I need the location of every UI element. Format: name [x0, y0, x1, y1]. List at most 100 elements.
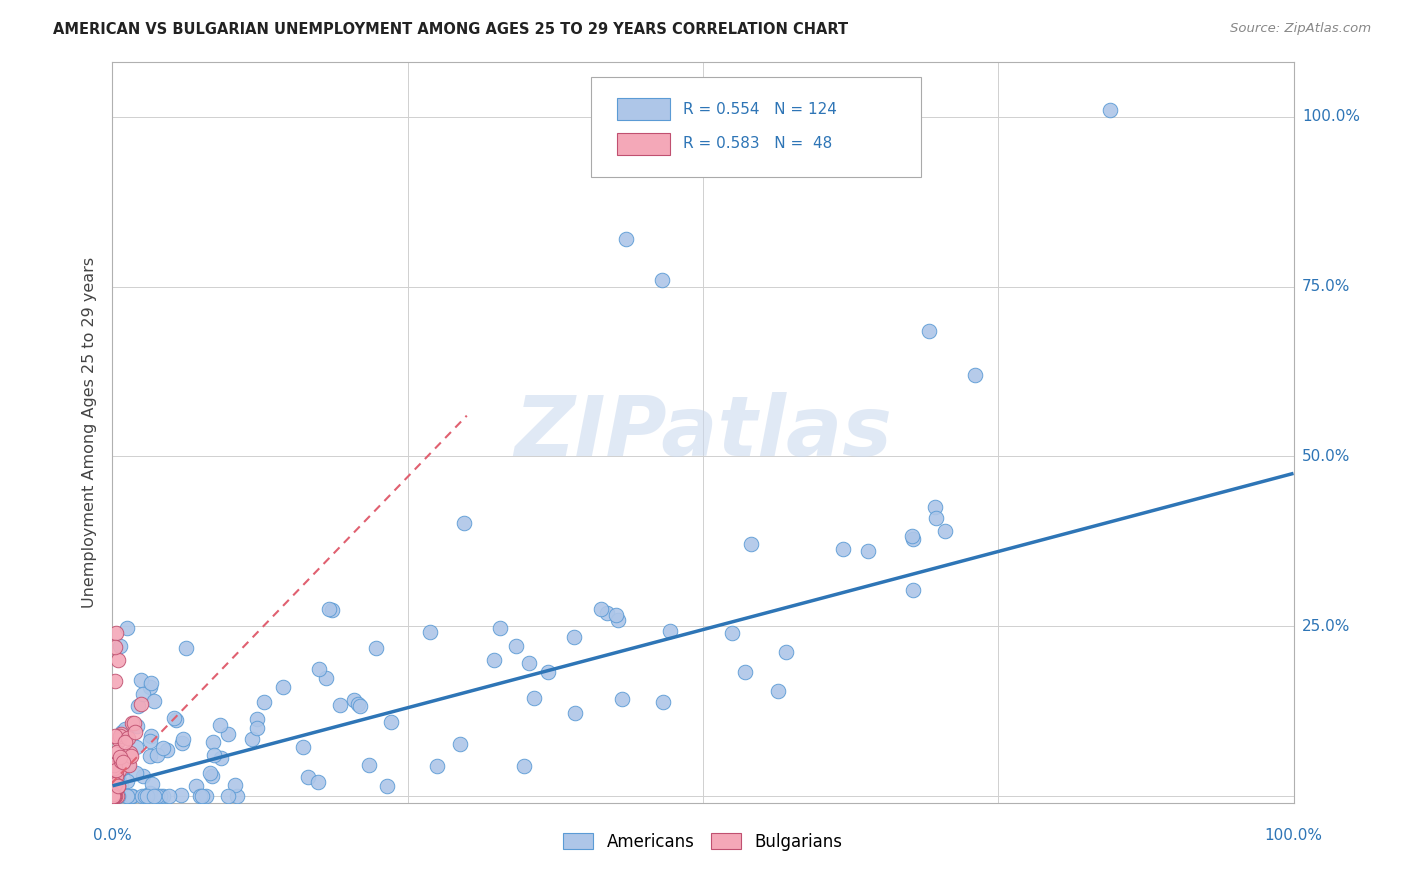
Point	[108, 788, 131, 802]
Point	[101, 781, 124, 796]
Point	[318, 602, 340, 616]
Point	[101, 786, 124, 800]
Point	[104, 789, 127, 803]
Point	[103, 789, 125, 803]
Point	[157, 789, 180, 803]
FancyBboxPatch shape	[591, 78, 921, 178]
Point	[419, 625, 441, 640]
Point	[188, 789, 211, 803]
Point	[209, 718, 232, 732]
Point	[184, 779, 207, 793]
Point	[111, 755, 134, 769]
Point	[918, 324, 941, 338]
Point	[117, 789, 139, 803]
Point	[104, 673, 127, 688]
Point	[149, 789, 172, 803]
Point	[105, 766, 128, 780]
Text: Source: ZipAtlas.com: Source: ZipAtlas.com	[1230, 22, 1371, 36]
Point	[605, 607, 627, 622]
Point	[329, 698, 352, 713]
Point	[108, 729, 131, 743]
Point	[108, 733, 131, 747]
Point	[107, 756, 129, 770]
Point	[101, 778, 124, 792]
Point	[104, 789, 127, 803]
Point	[104, 729, 127, 743]
Point	[165, 713, 187, 727]
Text: 25.0%: 25.0%	[1302, 619, 1350, 633]
Point	[523, 691, 546, 706]
Point	[449, 738, 471, 752]
Point	[107, 653, 129, 667]
Point	[375, 779, 398, 793]
Point	[103, 789, 125, 803]
Point	[110, 754, 132, 768]
Point	[562, 630, 585, 644]
Point	[108, 640, 131, 654]
Point	[924, 500, 946, 514]
Point	[380, 715, 402, 730]
Point	[135, 789, 157, 803]
Point	[117, 731, 139, 745]
Point	[101, 789, 124, 803]
Point	[607, 613, 630, 627]
Point	[651, 273, 673, 287]
Point	[246, 722, 269, 736]
Point	[901, 582, 924, 597]
Point	[346, 698, 368, 712]
Point	[146, 748, 169, 763]
Point	[321, 603, 343, 617]
Point	[536, 665, 558, 679]
Point	[117, 757, 139, 772]
Point	[110, 757, 132, 772]
Point	[156, 743, 179, 757]
Point	[132, 688, 155, 702]
Point	[163, 711, 186, 725]
Text: R = 0.554   N = 124: R = 0.554 N = 124	[683, 102, 837, 117]
Legend: Americans, Bulgarians: Americans, Bulgarians	[557, 826, 849, 857]
Point	[105, 761, 128, 775]
Point	[108, 773, 131, 788]
Point	[198, 766, 221, 780]
Text: R = 0.583   N =  48: R = 0.583 N = 48	[683, 136, 832, 152]
Point	[659, 624, 682, 639]
Point	[132, 769, 155, 783]
Point	[142, 789, 165, 803]
Point	[775, 644, 797, 658]
Point	[246, 713, 269, 727]
Point	[110, 778, 132, 792]
Point	[104, 768, 127, 782]
Point	[104, 640, 127, 654]
Point	[224, 778, 246, 792]
Point	[343, 693, 366, 707]
Point	[111, 762, 134, 776]
Point	[104, 789, 127, 803]
Point	[963, 368, 986, 382]
Point	[253, 695, 276, 709]
Point	[105, 780, 128, 794]
Point	[118, 758, 141, 772]
Point	[426, 759, 449, 773]
Point	[105, 745, 128, 759]
Point	[209, 751, 232, 765]
Point	[127, 698, 149, 713]
Point	[564, 706, 586, 720]
Point	[512, 759, 534, 773]
Point	[315, 671, 337, 685]
Point	[720, 626, 742, 640]
Point	[129, 673, 152, 688]
Point	[139, 733, 162, 747]
Point	[125, 740, 148, 755]
Point	[108, 749, 131, 764]
Point	[105, 763, 128, 777]
Point	[652, 695, 675, 709]
Point	[122, 715, 145, 730]
Point	[901, 529, 924, 543]
Point	[139, 786, 162, 800]
Point	[505, 639, 527, 653]
Point	[120, 748, 142, 763]
Point	[107, 779, 129, 793]
Point	[101, 789, 124, 803]
Text: AMERICAN VS BULGARIAN UNEMPLOYMENT AMONG AGES 25 TO 29 YEARS CORRELATION CHART: AMERICAN VS BULGARIAN UNEMPLOYMENT AMONG…	[53, 22, 849, 37]
Bar	[617, 133, 669, 155]
